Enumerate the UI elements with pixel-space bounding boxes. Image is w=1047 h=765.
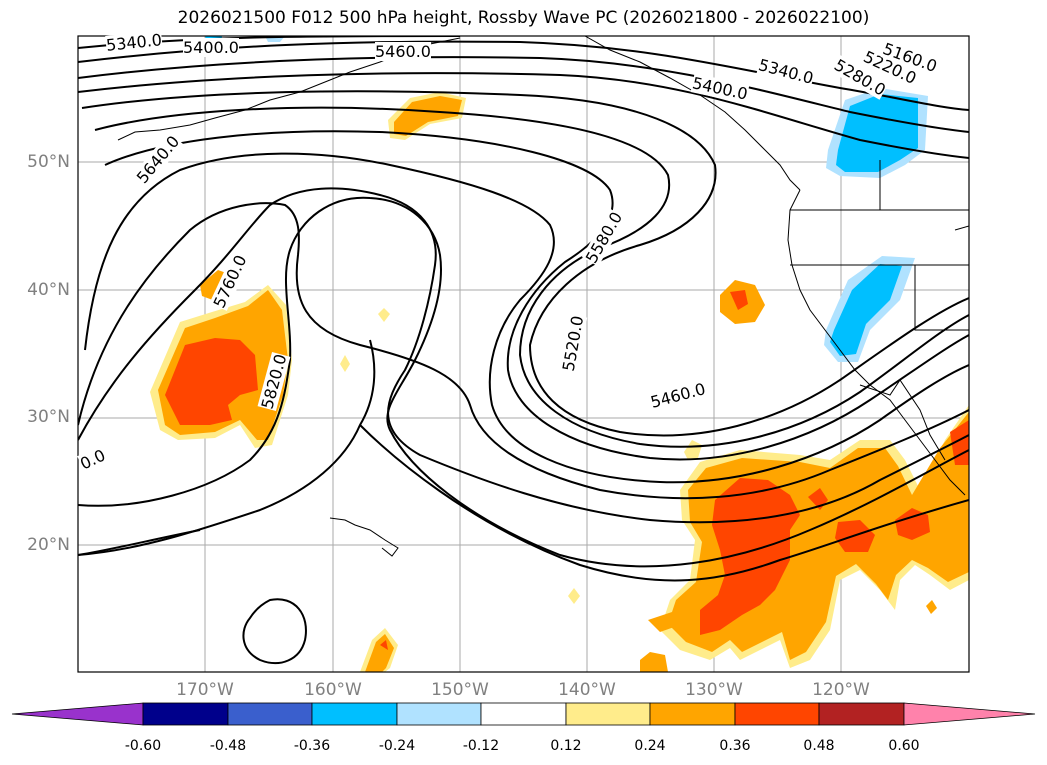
lat-label-20n: 20°N — [27, 535, 70, 555]
colorbar-tick-label: -0.36 — [293, 738, 331, 754]
lat-label-40n: 40°N — [27, 280, 70, 300]
map-title: 2026021500 F012 500 hPa height, Rossby W… — [177, 8, 870, 28]
colorbar-tick-label: -0.60 — [124, 738, 162, 754]
colorbar-tick-label: -0.48 — [209, 738, 247, 754]
lon-label-160w: 160°W — [304, 680, 362, 700]
lon-label-120w: 120°W — [812, 680, 870, 700]
map-field — [78, 36, 969, 672]
colorbar-tick-label: 0.48 — [803, 738, 835, 754]
lon-label-170w: 170°W — [176, 680, 234, 700]
colorbar-under-arrow — [11, 702, 144, 726]
lon-label-130w: 130°W — [685, 680, 743, 700]
colorbar-tick-label: 0.36 — [719, 738, 751, 754]
colorbar-over-arrow — [903, 702, 1036, 726]
colorbar-tick-label: -0.24 — [378, 738, 416, 754]
lon-label-140w: 140°W — [558, 680, 616, 700]
lat-label-30n: 30°N — [27, 407, 70, 427]
lon-label-150w: 150°W — [431, 680, 489, 700]
colorbar-tick-label: 0.12 — [550, 738, 582, 754]
lat-label-50n: 50°N — [27, 152, 70, 172]
colorbar-tick-label: 0.60 — [888, 738, 920, 754]
anomaly-shading — [150, 36, 969, 672]
colorbar — [11, 702, 1036, 726]
colorbar-tick-label: -0.12 — [462, 738, 500, 754]
map-frame — [77, 35, 970, 673]
colorbar-tick-label: 0.24 — [634, 738, 666, 754]
